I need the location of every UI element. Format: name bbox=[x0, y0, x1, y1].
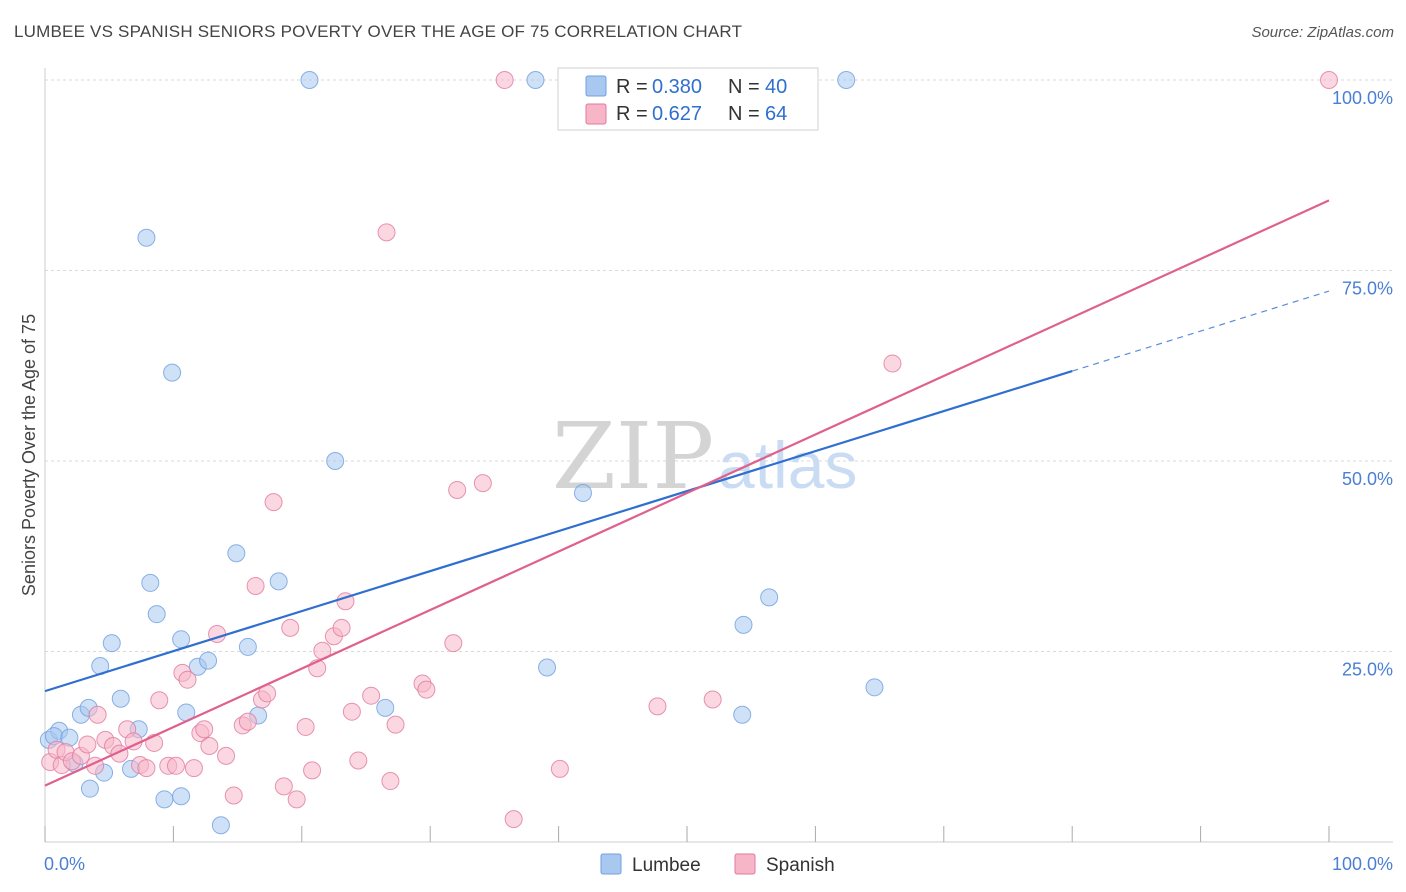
point-spanish bbox=[349, 751, 368, 770]
point-spanish bbox=[386, 715, 405, 734]
y-tick-label: 25.0% bbox=[1342, 660, 1393, 680]
watermark-atlas: atlas bbox=[718, 428, 857, 502]
bottom-legend: Lumbee Spanish bbox=[600, 853, 835, 876]
point-lumbee bbox=[211, 816, 230, 835]
point-spanish bbox=[200, 736, 219, 755]
bottom-legend-swatch-lumbee bbox=[600, 853, 622, 875]
legend-swatch-lumbee bbox=[585, 75, 607, 97]
point-spanish bbox=[648, 697, 667, 716]
point-spanish bbox=[342, 702, 361, 721]
y-axis-label: Seniors Poverty Over the Age of 75 bbox=[19, 314, 39, 596]
point-spanish bbox=[417, 680, 436, 699]
point-spanish bbox=[362, 686, 381, 705]
point-spanish bbox=[195, 720, 214, 739]
point-spanish bbox=[184, 759, 203, 778]
point-lumbee bbox=[734, 615, 753, 634]
grid-layer bbox=[45, 79, 1393, 652]
point-spanish bbox=[1320, 71, 1338, 89]
point-lumbee bbox=[137, 228, 156, 247]
point-spanish bbox=[217, 746, 236, 765]
y-tick-labels: 25.0% 50.0% 75.0% 100.0% bbox=[1332, 88, 1393, 680]
point-lumbee bbox=[837, 71, 856, 89]
point-spanish bbox=[78, 735, 97, 754]
point-spanish bbox=[448, 480, 467, 499]
point-spanish bbox=[303, 761, 322, 780]
bottom-legend-label-spanish: Spanish bbox=[766, 855, 835, 876]
point-spanish bbox=[332, 618, 351, 637]
point-spanish bbox=[550, 759, 569, 778]
trend-line-extension-lumbee bbox=[1072, 290, 1330, 372]
x-tick-label-max: 100.0% bbox=[1332, 854, 1393, 874]
y-tick-label: 100.0% bbox=[1332, 88, 1393, 108]
point-spanish bbox=[883, 354, 902, 373]
chart-source: Source: ZipAtlas.com bbox=[1251, 24, 1394, 41]
point-spanish bbox=[495, 71, 514, 89]
point-spanish bbox=[166, 756, 185, 775]
point-lumbee bbox=[526, 71, 545, 89]
point-spanish bbox=[137, 759, 156, 778]
trend-line-lumbee bbox=[44, 370, 1073, 693]
legend-r-label-spanish: R = bbox=[616, 103, 648, 125]
chart-title: LUMBEE VS SPANISH SENIORS POVERTY OVER T… bbox=[14, 22, 743, 41]
point-spanish bbox=[381, 772, 400, 791]
point-lumbee bbox=[760, 588, 779, 607]
point-spanish bbox=[264, 493, 283, 512]
point-lumbee bbox=[238, 637, 257, 656]
legend-r-value-lumbee: 0.380 bbox=[652, 76, 702, 98]
legend-n-label-lumbee: N = bbox=[728, 76, 760, 98]
point-lumbee bbox=[147, 605, 166, 624]
point-lumbee bbox=[326, 452, 345, 470]
point-lumbee bbox=[733, 705, 752, 724]
point-lumbee bbox=[538, 658, 557, 677]
point-lumbee bbox=[155, 790, 174, 809]
point-lumbee bbox=[199, 651, 218, 670]
point-lumbee bbox=[111, 689, 130, 708]
point-lumbee bbox=[172, 630, 191, 649]
point-spanish bbox=[504, 810, 523, 829]
point-lumbee bbox=[227, 544, 246, 563]
point-lumbee bbox=[573, 484, 592, 503]
point-lumbee bbox=[141, 573, 160, 592]
point-spanish bbox=[444, 634, 463, 653]
trend-layer bbox=[44, 199, 1330, 787]
points-layer bbox=[39, 71, 1338, 835]
y-tick-label: 50.0% bbox=[1342, 469, 1393, 489]
point-lumbee bbox=[172, 787, 191, 806]
x-ticks bbox=[44, 826, 1330, 842]
point-spanish bbox=[473, 474, 492, 493]
point-spanish bbox=[238, 712, 257, 731]
legend: R = 0.380 N = 40 R = 0.627 N = 64 bbox=[557, 67, 819, 131]
legend-r-value-spanish: 0.627 bbox=[652, 103, 702, 125]
legend-r-label-lumbee: R = bbox=[616, 76, 648, 98]
point-spanish bbox=[703, 690, 722, 709]
legend-n-value-spanish: 64 bbox=[765, 103, 787, 125]
point-lumbee bbox=[376, 698, 395, 717]
bottom-legend-swatch-spanish bbox=[734, 853, 756, 875]
point-lumbee bbox=[865, 678, 884, 697]
legend-swatch-spanish bbox=[585, 103, 607, 125]
point-lumbee bbox=[300, 71, 319, 89]
point-lumbee bbox=[102, 634, 121, 653]
trend-line-spanish bbox=[44, 199, 1330, 787]
bottom-legend-label-lumbee: Lumbee bbox=[632, 855, 701, 876]
point-spanish bbox=[178, 670, 197, 689]
point-spanish bbox=[281, 618, 300, 637]
y-tick-label: 75.0% bbox=[1342, 279, 1393, 299]
point-lumbee bbox=[163, 363, 182, 382]
legend-n-value-lumbee: 40 bbox=[765, 76, 787, 98]
point-lumbee bbox=[269, 572, 288, 591]
point-spanish bbox=[287, 790, 306, 809]
x-tick-label-min: 0.0% bbox=[44, 854, 85, 874]
point-lumbee bbox=[80, 779, 99, 798]
point-spanish bbox=[150, 691, 169, 710]
point-spanish bbox=[296, 717, 315, 736]
point-spanish bbox=[88, 705, 107, 724]
point-spanish bbox=[224, 786, 243, 805]
point-spanish bbox=[246, 576, 265, 595]
point-spanish bbox=[274, 777, 293, 796]
point-spanish bbox=[377, 223, 396, 242]
legend-n-label-spanish: N = bbox=[728, 103, 760, 125]
